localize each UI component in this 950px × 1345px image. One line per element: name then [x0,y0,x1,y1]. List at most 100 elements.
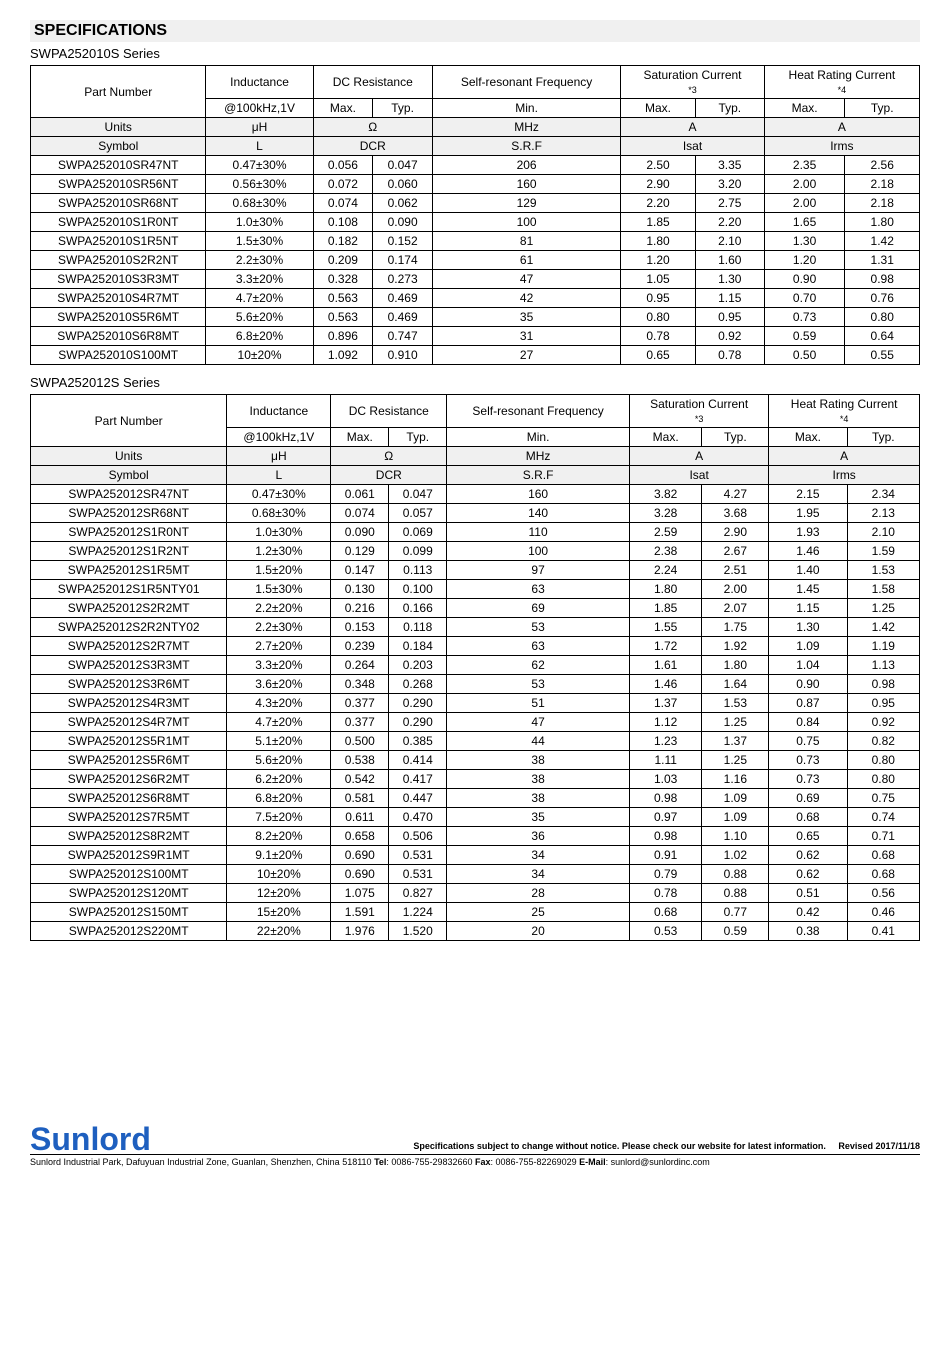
isat-typ: 2.75 [695,194,764,213]
isat-max: 1.61 [629,656,701,675]
dcr-typ: 0.469 [373,308,433,327]
irms-max: 1.20 [764,251,845,270]
part-number: SWPA252012S1R5NTY01 [31,580,227,599]
dcr-max: 0.538 [331,751,389,770]
isat-max: 1.11 [629,751,701,770]
inductance: 7.5±20% [227,808,331,827]
table-row: SWPA252012S3R6MT3.6±20%0.3480.268531.461… [31,675,920,694]
dcr-max: 0.209 [313,251,373,270]
col-irms: Heat Rating Current*4 [764,66,919,99]
dcr-max: 0.061 [331,485,389,504]
table-row: SWPA252012S4R3MT4.3±20%0.3770.290511.371… [31,694,920,713]
max: Max. [769,428,847,447]
srf: 47 [432,270,620,289]
srf: 110 [447,523,630,542]
min: Min. [432,99,620,118]
srf: 25 [447,903,630,922]
irms-max: 1.95 [769,504,847,523]
dcr-max: 0.090 [331,523,389,542]
isat-max: 1.03 [629,770,701,789]
unit-mhz: MHz [447,447,630,466]
series1-table: Part NumberInductanceDC ResistanceSelf-r… [30,65,920,365]
irms-typ: 0.64 [845,327,920,346]
footer-address: Sunlord Industrial Park, Dafuyuan Indust… [30,1157,372,1167]
dcr-typ: 0.090 [373,213,433,232]
dcr-max: 0.264 [331,656,389,675]
inductance: 1.0±30% [227,523,331,542]
dcr-typ: 0.118 [389,618,447,637]
col-inductance: Inductance [206,66,313,99]
typ: Typ. [373,99,433,118]
isat-typ: 2.51 [702,561,769,580]
dcr-typ: 0.099 [389,542,447,561]
isat-max: 1.80 [629,580,701,599]
series1-title: SWPA252010S Series [30,46,920,61]
inductance: 3.3±20% [227,656,331,675]
table-row: SWPA252010S4R7MT4.7±20%0.5630.469420.951… [31,289,920,308]
isat-max: 0.79 [629,865,701,884]
inductance: 6.2±20% [227,770,331,789]
unit-ohm: Ω [313,118,432,137]
dcr-typ: 0.047 [389,485,447,504]
inductance: 6.8±20% [206,327,313,346]
isat-max: 0.53 [629,922,701,941]
irms-typ: 2.34 [847,485,919,504]
part-number: SWPA252012S4R3MT [31,694,227,713]
email-label: E-Mail [579,1157,606,1167]
unit-uh: μH [227,447,331,466]
table-row: SWPA252010S1R5NT1.5±30%0.1820.152811.802… [31,232,920,251]
part-number: SWPA252010SR47NT [31,156,206,175]
irms-typ: 2.10 [847,523,919,542]
col-isat: Saturation Current*3 [629,395,768,428]
inductance: 2.7±20% [227,637,331,656]
table-row: SWPA252012S1R5NTY011.5±30%0.1300.100631.… [31,580,920,599]
irms-typ: 1.19 [847,637,919,656]
isat-typ: 1.30 [695,270,764,289]
irms-max: 0.90 [769,675,847,694]
symbol-srf: S.R.F [432,137,620,156]
unit-a: A [769,447,920,466]
irms-max: 0.62 [769,865,847,884]
part-number: SWPA252012S2R2MT [31,599,227,618]
irms-typ: 0.68 [847,846,919,865]
irms-max: 2.35 [764,156,845,175]
isat-max: 0.95 [621,289,696,308]
srf: 129 [432,194,620,213]
part-number: SWPA252012S6R8MT [31,789,227,808]
isat-max: 1.55 [629,618,701,637]
part-number: SWPA252012S2R2NTY02 [31,618,227,637]
symbol-dcr: DCR [313,137,432,156]
part-number: SWPA252012SR68NT [31,504,227,523]
dcr-max: 0.563 [313,289,373,308]
table-row: SWPA252012S5R6MT5.6±20%0.5380.414381.111… [31,751,920,770]
dcr-typ: 0.506 [389,827,447,846]
table-row: SWPA252012S5R1MT5.1±20%0.5000.385441.231… [31,732,920,751]
dcr-typ: 0.152 [373,232,433,251]
irms-max: 0.73 [769,770,847,789]
part-number: SWPA252012S5R6MT [31,751,227,770]
srf: 160 [447,485,630,504]
footer-line: Sunlord Industrial Park, Dafuyuan Indust… [30,1154,920,1167]
dcr-typ: 0.062 [373,194,433,213]
table-row: SWPA252012S150MT15±20%1.5911.224250.680.… [31,903,920,922]
max: Max. [764,99,845,118]
typ: Typ. [845,99,920,118]
srf: 100 [447,542,630,561]
symbol-dcr: DCR [331,466,447,485]
inductance: 3.3±20% [206,270,313,289]
inductance: 0.68±30% [227,504,331,523]
isat-max: 1.12 [629,713,701,732]
dcr-max: 1.075 [331,884,389,903]
isat-max: 1.85 [629,599,701,618]
inductance: 15±20% [227,903,331,922]
part-number: SWPA252012SR47NT [31,485,227,504]
srf: 44 [447,732,630,751]
symbol-irms: Irms [764,137,919,156]
irms-max: 0.87 [769,694,847,713]
isat-typ: 1.02 [702,846,769,865]
dcr-typ: 0.447 [389,789,447,808]
isat-typ: 1.09 [702,808,769,827]
unit-a: A [764,118,919,137]
srf: 36 [447,827,630,846]
irms-max: 0.50 [764,346,845,365]
